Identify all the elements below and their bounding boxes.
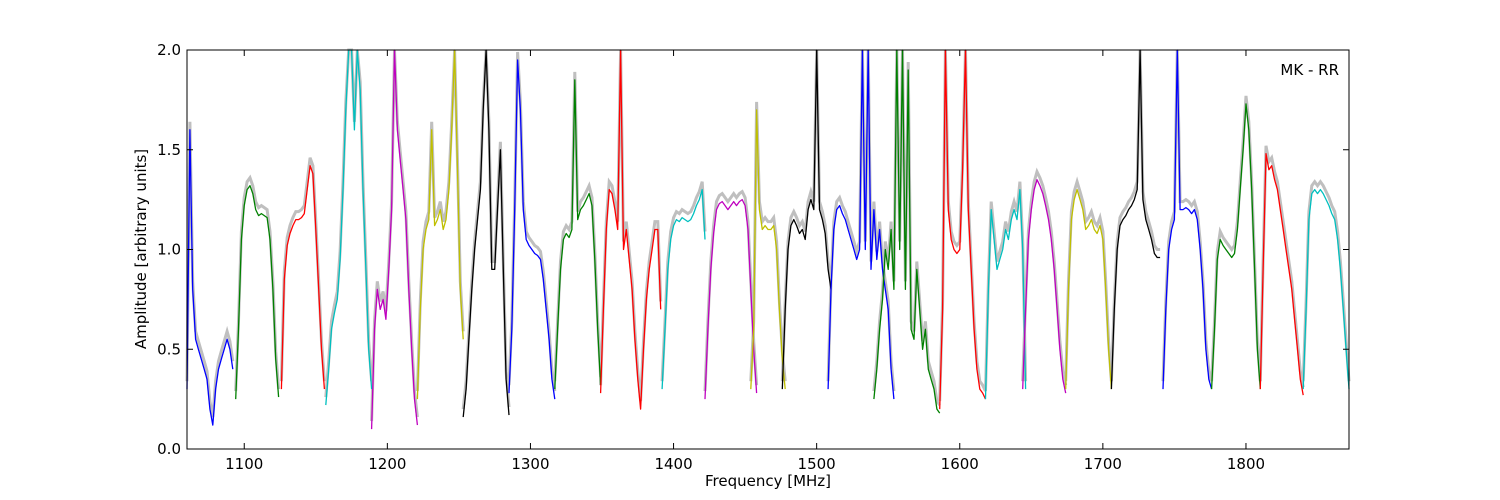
chart-annotation: MK - RR: [1280, 61, 1339, 79]
envelope-line-0: [185, 121, 235, 418]
background-envelope-layer: [185, 48, 1351, 422]
series-line-24: [1302, 188, 1350, 390]
series-line-1: [235, 185, 280, 400]
series-line-14: [827, 49, 895, 400]
y-tick-label: 0.0: [157, 440, 181, 458]
envelope-line-4: [370, 49, 419, 422]
series-line-6: [462, 49, 510, 418]
envelope-line-20: [1109, 49, 1161, 382]
envelope-line-13: [780, 49, 833, 382]
series-line-20: [1110, 49, 1161, 390]
series-line-11: [704, 198, 758, 400]
series-line-12: [750, 109, 786, 390]
y-tick-label: 1.5: [157, 141, 181, 159]
envelope-line-17: [984, 181, 1028, 392]
envelope-line-11: [703, 189, 759, 392]
series-line-15: [873, 49, 941, 414]
series-layer: [186, 49, 1350, 430]
envelope-line-14: [826, 49, 896, 392]
series-line-13: [781, 49, 832, 390]
x-tick-label: 1800: [1227, 455, 1265, 473]
series-line-9: [599, 49, 662, 410]
envelope-line-21: [1161, 49, 1214, 382]
series-line-23: [1259, 153, 1304, 396]
series-line-18: [1022, 179, 1067, 394]
x-tick-label: 1500: [798, 455, 836, 473]
series-line-19: [1065, 188, 1113, 390]
series-line-5: [416, 49, 464, 400]
series-line-16: [939, 49, 987, 410]
x-axis-ticks: 1100 1200 1300 1400 1500 1600 1700 1800: [225, 50, 1265, 473]
y-tick-label: 1.0: [157, 241, 181, 259]
envelope-line-7: [507, 51, 557, 392]
y-tick-label: 0.5: [157, 340, 181, 358]
y-axis-label: Amplitude [arbitrary units]: [132, 149, 150, 349]
y-axis-ticks: 0.0 0.5 1.0 1.5 2.0: [157, 41, 1349, 458]
series-line-10: [661, 188, 706, 390]
series-line-7: [508, 59, 556, 400]
x-tick-label: 1200: [368, 455, 406, 473]
x-tick-label: 1700: [1084, 455, 1122, 473]
envelope-line-9: [599, 49, 663, 402]
series-line-17: [984, 188, 1027, 400]
envelope-line-18: [1021, 167, 1068, 386]
series-line-8: [554, 79, 602, 390]
envelope-line-23: [1258, 145, 1305, 388]
series-line-21: [1162, 49, 1213, 390]
series-line-2: [280, 165, 326, 390]
x-tick-label: 1300: [511, 455, 549, 473]
series-line-0: [186, 129, 234, 426]
x-axis-label: Frequency [MHz]: [705, 472, 831, 490]
envelope-line-10: [660, 181, 707, 382]
x-tick-label: 1600: [941, 455, 979, 473]
y-tick-label: 2.0: [157, 41, 181, 59]
x-tick-label: 1100: [225, 455, 263, 473]
x-tick-label: 1400: [654, 455, 692, 473]
series-line-3: [325, 49, 373, 406]
series-line-22: [1210, 103, 1261, 390]
